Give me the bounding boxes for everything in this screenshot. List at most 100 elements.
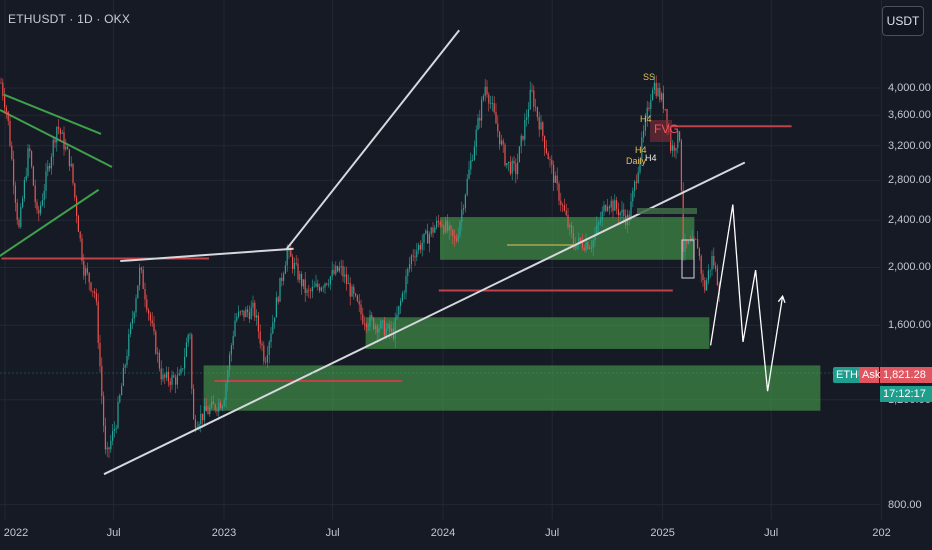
candle-body bbox=[315, 283, 317, 287]
candle-body bbox=[652, 89, 654, 101]
candle-body bbox=[446, 220, 448, 231]
candle-body bbox=[126, 356, 128, 366]
candle-body bbox=[153, 323, 155, 332]
candle-body bbox=[117, 401, 119, 429]
candle-body bbox=[551, 160, 553, 165]
candle-body bbox=[502, 140, 504, 145]
candle-body bbox=[54, 139, 56, 143]
candle-body bbox=[592, 240, 594, 248]
candle-body bbox=[448, 225, 450, 231]
currency-button[interactable]: USDT bbox=[882, 6, 924, 36]
candle-body bbox=[531, 89, 533, 91]
candle-body bbox=[540, 122, 542, 130]
candle-body bbox=[475, 129, 477, 147]
candle-body bbox=[225, 383, 227, 401]
candle-body bbox=[4, 95, 6, 108]
consolidation-box bbox=[637, 208, 697, 214]
candle-body bbox=[173, 375, 175, 378]
candle-body bbox=[614, 200, 616, 211]
candle-body bbox=[700, 255, 702, 274]
candle-body bbox=[554, 175, 556, 183]
candle-body bbox=[41, 200, 43, 206]
candle-body bbox=[569, 225, 571, 228]
candle-body bbox=[202, 413, 204, 421]
candle-body bbox=[209, 407, 211, 415]
candle-body bbox=[427, 230, 429, 244]
candle-body bbox=[77, 216, 79, 232]
candle-body bbox=[176, 375, 178, 385]
candle-body bbox=[275, 297, 277, 318]
candle-body bbox=[464, 194, 466, 209]
x-tick-label: Jul bbox=[545, 527, 560, 539]
candle-body bbox=[164, 374, 166, 378]
channel-line bbox=[3, 93, 102, 135]
candle-body bbox=[680, 140, 682, 191]
candle-body bbox=[284, 265, 286, 274]
candle-body bbox=[635, 181, 637, 183]
candle-body bbox=[430, 227, 432, 235]
candle-body bbox=[63, 132, 65, 150]
candle-body bbox=[688, 241, 690, 244]
candle-body bbox=[142, 269, 144, 289]
candle-body bbox=[567, 215, 569, 228]
candle-body bbox=[686, 240, 688, 244]
candle-body bbox=[104, 425, 106, 450]
demand-zone bbox=[365, 317, 710, 349]
candle-body bbox=[499, 131, 501, 145]
candle-body bbox=[684, 240, 686, 252]
candle-body bbox=[268, 342, 270, 355]
candle-body bbox=[135, 298, 137, 313]
candle-body bbox=[86, 268, 88, 273]
candle-body bbox=[389, 324, 391, 332]
candle-body bbox=[61, 132, 63, 134]
candle-body bbox=[547, 153, 549, 160]
candle-body bbox=[562, 204, 564, 206]
candle-body bbox=[632, 190, 634, 202]
candle-body bbox=[184, 356, 186, 369]
y-tick-label: 2,800.00 bbox=[888, 174, 931, 187]
candle-body bbox=[698, 248, 700, 256]
candle-body bbox=[241, 310, 243, 312]
candle-body bbox=[178, 373, 180, 376]
candle-body bbox=[238, 311, 240, 317]
candle-body bbox=[596, 225, 598, 234]
candle-body bbox=[454, 235, 456, 239]
candle-body bbox=[266, 354, 268, 363]
candle-body bbox=[452, 229, 454, 236]
candle-body bbox=[616, 200, 618, 209]
candle-body bbox=[203, 406, 205, 421]
candle-body bbox=[160, 368, 162, 380]
candle-body bbox=[234, 320, 236, 337]
symbol-title: ETHUSDT · 1D · OKX bbox=[8, 12, 131, 26]
candle-body bbox=[711, 255, 713, 270]
candle-body bbox=[97, 301, 99, 343]
candle-body bbox=[689, 241, 691, 243]
candle-body bbox=[671, 145, 673, 151]
candle-body bbox=[72, 163, 74, 184]
candle-body bbox=[94, 291, 96, 294]
candle-body bbox=[497, 123, 499, 132]
candle-body bbox=[529, 89, 531, 110]
candle-body bbox=[196, 426, 198, 429]
ask-tag: Ask bbox=[859, 367, 880, 383]
candle-body bbox=[364, 323, 366, 325]
candle-body bbox=[673, 145, 675, 151]
candle-body bbox=[16, 202, 18, 220]
candle-body bbox=[133, 312, 135, 319]
candle-body bbox=[13, 159, 15, 186]
x-tick-label: 2024 bbox=[430, 527, 456, 539]
candle-body bbox=[175, 377, 177, 385]
fvg-box bbox=[650, 120, 672, 142]
candle-body bbox=[488, 94, 490, 104]
candle-body bbox=[216, 409, 218, 412]
candle-body bbox=[400, 300, 402, 306]
candle-body bbox=[338, 267, 340, 272]
candle-body bbox=[220, 402, 222, 409]
candle-body bbox=[563, 205, 565, 211]
candle-body bbox=[432, 227, 434, 233]
candle-body bbox=[535, 106, 537, 108]
candle-body bbox=[81, 238, 83, 261]
candle-body bbox=[144, 288, 146, 300]
candle-body bbox=[382, 320, 384, 322]
